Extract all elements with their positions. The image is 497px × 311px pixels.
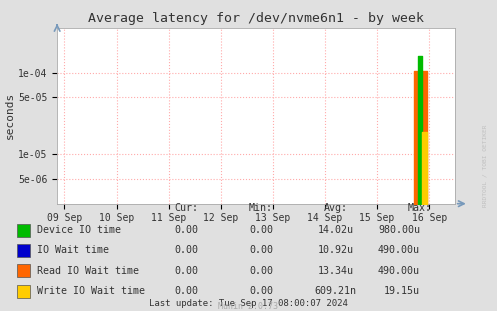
Text: 0.00: 0.00: [249, 245, 273, 255]
Title: Average latency for /dev/nvme6n1 - by week: Average latency for /dev/nvme6n1 - by we…: [88, 12, 424, 26]
Text: 0.00: 0.00: [174, 245, 198, 255]
Bar: [17, 224, 30, 237]
Text: 609.21n: 609.21n: [315, 286, 356, 296]
Text: 490.00u: 490.00u: [378, 266, 420, 276]
Text: 490.00u: 490.00u: [378, 245, 420, 255]
Text: 19.15u: 19.15u: [384, 286, 420, 296]
Text: 0.00: 0.00: [174, 286, 198, 296]
Text: 14.02u: 14.02u: [318, 225, 353, 235]
Text: Last update: Tue Sep 17 08:00:07 2024: Last update: Tue Sep 17 08:00:07 2024: [149, 299, 348, 308]
Text: 10.92u: 10.92u: [318, 245, 353, 255]
Text: Avg:: Avg:: [324, 203, 347, 213]
Text: 0.00: 0.00: [174, 225, 198, 235]
Text: 980.00u: 980.00u: [378, 225, 420, 235]
Text: Read IO Wait time: Read IO Wait time: [37, 266, 139, 276]
Text: Write IO Wait time: Write IO Wait time: [37, 286, 145, 296]
Text: Cur:: Cur:: [174, 203, 198, 213]
Text: Munin 2.0.73: Munin 2.0.73: [219, 302, 278, 311]
Y-axis label: seconds: seconds: [5, 92, 15, 139]
Text: 0.00: 0.00: [249, 266, 273, 276]
Text: 0.00: 0.00: [249, 225, 273, 235]
Text: 0.00: 0.00: [249, 286, 273, 296]
Text: 0.00: 0.00: [174, 266, 198, 276]
Text: Device IO time: Device IO time: [37, 225, 121, 235]
Text: 13.34u: 13.34u: [318, 266, 353, 276]
Bar: [17, 264, 30, 277]
Text: Max:: Max:: [408, 203, 432, 213]
Text: IO Wait time: IO Wait time: [37, 245, 109, 255]
Bar: [17, 285, 30, 298]
Bar: [17, 244, 30, 257]
Text: Min:: Min:: [249, 203, 273, 213]
Text: RRDTOOL / TOBI OETIKER: RRDTOOL / TOBI OETIKER: [482, 124, 487, 207]
